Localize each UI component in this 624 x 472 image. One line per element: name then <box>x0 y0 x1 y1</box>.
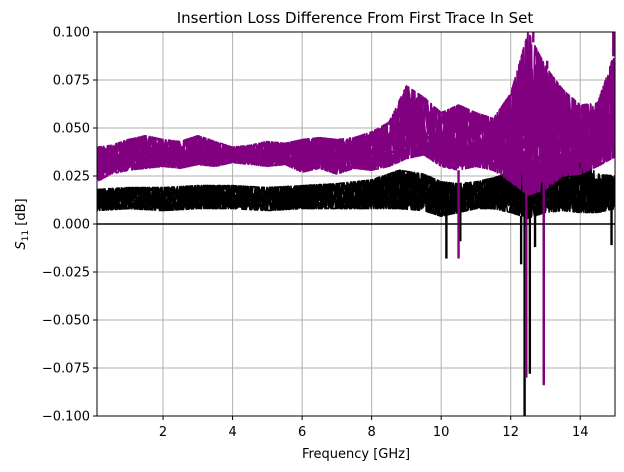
purple-trace-set-trace <box>97 32 615 162</box>
x-axis-label: Frequency [GHz] <box>302 447 410 462</box>
x-tick-label: 8 <box>368 425 376 440</box>
x-tick-label: 4 <box>228 425 236 440</box>
y-axis-label: S11 [dB] <box>14 198 31 249</box>
x-tick-label: 14 <box>572 425 589 440</box>
y-axis-label-main: S <box>14 241 29 249</box>
y-tick-label: 0.000 <box>53 218 90 233</box>
chart-title: Insertion Loss Difference From First Tra… <box>177 9 534 27</box>
plot-area <box>97 32 615 416</box>
purple-trace-set <box>97 32 615 386</box>
y-tick-label: 0.025 <box>53 170 90 185</box>
y-tick-label: 0.050 <box>53 122 90 137</box>
y-tick-label: 0.075 <box>53 74 90 89</box>
y-axis-label-sub: 11 <box>21 230 31 241</box>
y-tick-label: 0.100 <box>53 26 90 41</box>
y-axis-label-unit: [dB] <box>14 198 29 229</box>
x-tick-label: 12 <box>502 425 519 440</box>
y-tick-label: −0.075 <box>42 362 90 377</box>
y-axis: −0.100 −0.075 −0.050 −0.025 0.000 0.025 0.050 0… <box>42 26 97 425</box>
x-axis: 2 4 6 8 10 12 14 <box>159 416 589 440</box>
y-tick-label: −0.025 <box>42 266 90 281</box>
x-tick-label: 10 <box>433 425 450 440</box>
y-tick-label: −0.050 <box>42 314 90 329</box>
y-tick-label: −0.100 <box>42 410 90 425</box>
x-tick-label: 6 <box>298 425 306 440</box>
x-tick-label: 2 <box>159 425 167 440</box>
